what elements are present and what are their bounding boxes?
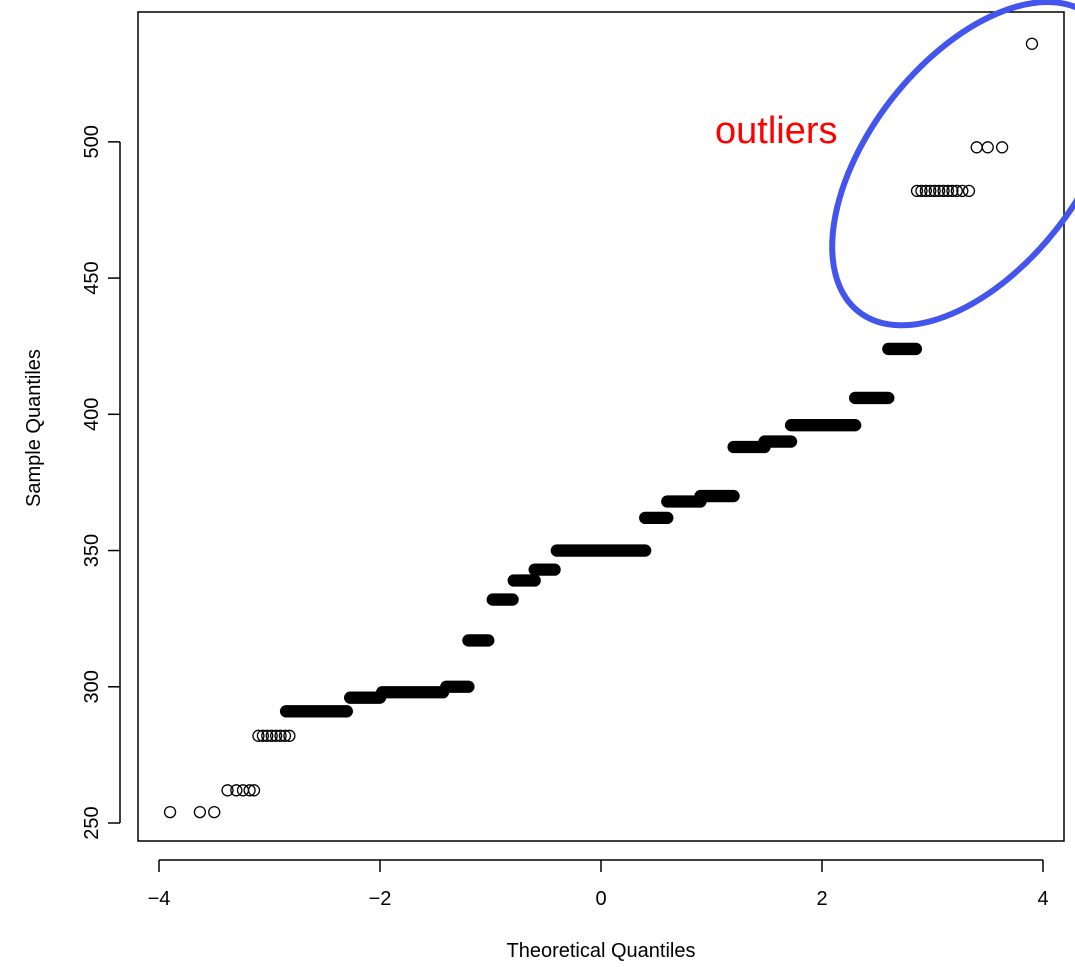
y-axis: 250 300 350 400 450 500: [81, 125, 121, 840]
x-tick-label: −2: [369, 888, 392, 910]
qq-point: [236, 784, 250, 797]
x-tick-label: 0: [595, 888, 606, 910]
y-tick-label: 450: [81, 261, 103, 294]
qq-point: [928, 184, 941, 198]
qq-point: [208, 805, 221, 819]
y-tick-label: 350: [81, 534, 103, 567]
qq-point: [252, 729, 265, 742]
y-tick-label: 500: [81, 125, 103, 158]
qq-point: [932, 184, 946, 198]
qq-point: [970, 141, 983, 154]
qq-point: [924, 184, 937, 198]
qq-point: [956, 184, 969, 198]
qq-point: [937, 184, 950, 198]
qq-point: [261, 729, 274, 742]
points-layer: [163, 37, 1039, 819]
x-tick-label: 4: [1037, 888, 1048, 910]
qq-point: [221, 784, 234, 797]
qq-point: [283, 729, 296, 742]
x-tick-label: 2: [816, 888, 827, 910]
y-tick-label: 300: [81, 670, 103, 703]
x-axis-title: Theoretical Quantiles: [507, 940, 696, 962]
qq-point: [915, 184, 928, 198]
qq-point: [946, 184, 959, 198]
qq-point: [278, 729, 292, 742]
qq-point: [230, 784, 243, 797]
outliers-annotation: outliers: [715, 110, 838, 152]
qq-point: [163, 805, 177, 819]
qq-point: [1025, 37, 1039, 50]
y-tick-label: 400: [81, 398, 103, 431]
y-tick-label: 250: [81, 806, 103, 839]
x-tick-label: −4: [148, 888, 171, 910]
qq-point: [950, 184, 963, 198]
outlier-highlight-ellipse: [829, 0, 1075, 329]
qq-point: [274, 729, 287, 742]
ellipse-layer: [829, 0, 1075, 329]
x-axis: −4 −2 0 2 4: [148, 859, 1049, 910]
qq-point: [247, 784, 261, 797]
qq-point: [962, 184, 976, 198]
qq-point: [910, 184, 924, 198]
plot-frame: [137, 11, 1065, 842]
qq-point: [981, 141, 994, 154]
qq-point: [243, 784, 256, 797]
y-axis-title: Sample Quantiles: [23, 349, 45, 507]
qq-point: [995, 141, 1009, 154]
qq-point: [193, 805, 207, 819]
qq-point: [941, 184, 955, 198]
qq-point: [256, 729, 270, 742]
qq-point: [269, 729, 283, 742]
qq-point: [265, 729, 278, 742]
qq-point: [919, 184, 933, 198]
